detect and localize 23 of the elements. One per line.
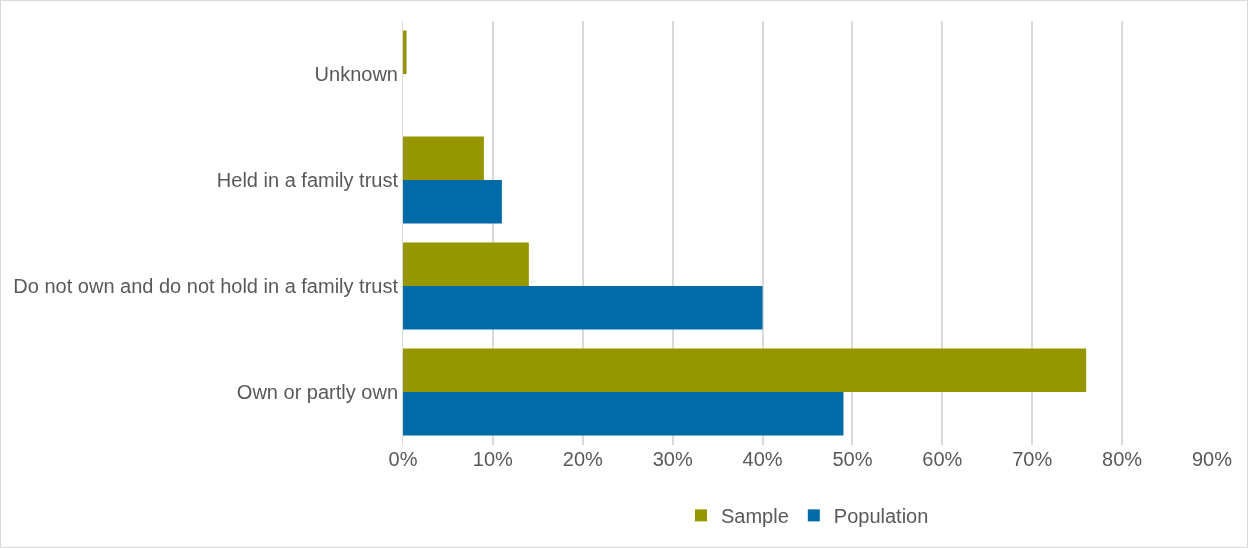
y-tick-label: Held in a family trust bbox=[216, 169, 399, 191]
x-tick-label: 80% bbox=[1102, 448, 1143, 470]
x-tick-label: 0% bbox=[388, 448, 418, 470]
x-tick-label: 50% bbox=[832, 448, 873, 470]
x-tick-label: 90% bbox=[1191, 448, 1233, 470]
x-tick-label: 40% bbox=[742, 448, 783, 470]
x-tick-label: 60% bbox=[922, 448, 963, 470]
x-tick-label: 20% bbox=[562, 448, 604, 470]
bar bbox=[403, 392, 844, 436]
bar bbox=[403, 180, 502, 224]
x-tick-label: 10% bbox=[472, 448, 514, 470]
legend-label: Sample bbox=[721, 505, 789, 528]
bar bbox=[403, 286, 763, 330]
y-tick-label: Do not own and do not hold in a family trust bbox=[13, 275, 399, 297]
y-tick-label: Unknown bbox=[314, 63, 398, 85]
x-tick-label: 30% bbox=[652, 448, 693, 470]
bar bbox=[403, 30, 407, 74]
bar bbox=[403, 348, 1087, 392]
bar bbox=[403, 136, 484, 180]
bar bbox=[403, 242, 529, 286]
x-tick-label: 70% bbox=[1012, 448, 1053, 470]
legend-label: Population bbox=[833, 505, 929, 528]
y-tick-label: Own or partly own bbox=[236, 381, 398, 403]
